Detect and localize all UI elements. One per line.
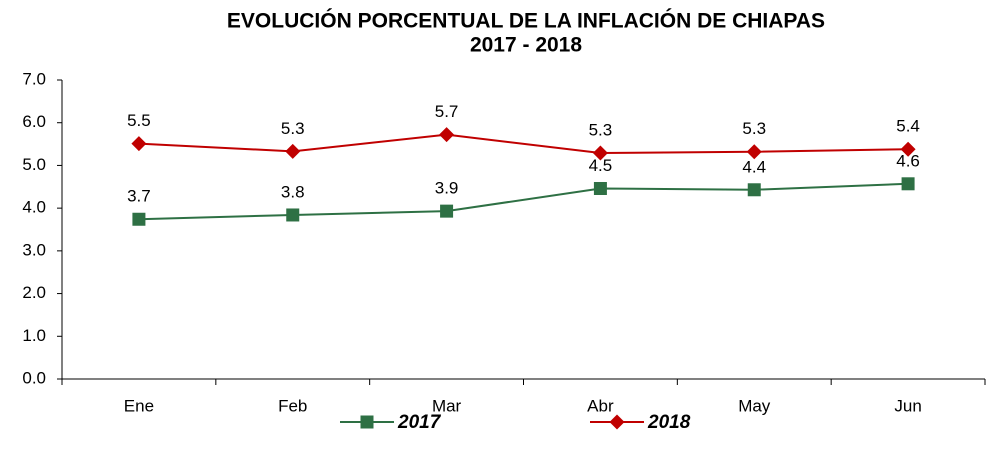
y-tick-label: 6.0 bbox=[22, 112, 46, 131]
data-label: 5.4 bbox=[896, 117, 920, 136]
data-point bbox=[131, 136, 147, 152]
data-label: 5.3 bbox=[589, 121, 613, 140]
data-label: 3.8 bbox=[281, 182, 305, 201]
data-point bbox=[439, 127, 455, 143]
x-tick-label: Jun bbox=[894, 396, 921, 415]
y-tick-label: 0.0 bbox=[22, 368, 46, 387]
y-tick-label: 7.0 bbox=[22, 69, 46, 88]
legend-marker bbox=[360, 415, 374, 429]
data-point bbox=[132, 212, 146, 226]
x-tick-label: Ene bbox=[124, 396, 154, 415]
y-tick-label: 3.0 bbox=[22, 240, 46, 259]
y-tick-label: 1.0 bbox=[22, 326, 46, 345]
data-point bbox=[592, 145, 608, 161]
y-tick-label: 5.0 bbox=[22, 155, 46, 174]
legend-marker bbox=[609, 414, 625, 430]
data-label: 4.6 bbox=[896, 151, 920, 170]
data-label: 5.5 bbox=[127, 111, 151, 130]
x-tick-label: May bbox=[738, 396, 771, 415]
x-tick-label: Feb bbox=[278, 396, 307, 415]
data-label: 3.9 bbox=[435, 179, 459, 198]
data-label: 4.4 bbox=[742, 157, 766, 176]
x-tick-label: Abr bbox=[587, 396, 614, 415]
data-point bbox=[440, 204, 454, 218]
data-label: 5.3 bbox=[742, 119, 766, 138]
data-point bbox=[900, 141, 916, 157]
data-label: 5.7 bbox=[435, 102, 459, 121]
data-point bbox=[285, 143, 301, 159]
data-point bbox=[746, 144, 762, 160]
data-point bbox=[286, 208, 300, 222]
series-line bbox=[138, 133, 909, 155]
data-label: 4.5 bbox=[589, 156, 613, 175]
y-tick-label: 4.0 bbox=[22, 198, 46, 217]
data-point bbox=[901, 177, 915, 191]
chart-title: EVOLUCIÓN PORCENTUAL DE LA INFLACIÓN DE … bbox=[227, 9, 825, 33]
chart-subtitle: 2017 - 2018 bbox=[470, 34, 582, 57]
series-line bbox=[138, 182, 909, 221]
legend-label: 2018 bbox=[647, 412, 691, 433]
data-label: 5.3 bbox=[281, 119, 305, 138]
data-point bbox=[593, 181, 607, 195]
x-tick-label: Mar bbox=[432, 396, 462, 415]
data-label: 3.7 bbox=[127, 187, 151, 206]
y-tick-label: 2.0 bbox=[22, 283, 46, 302]
legend-label: 2017 bbox=[397, 412, 442, 433]
data-point bbox=[747, 183, 761, 197]
